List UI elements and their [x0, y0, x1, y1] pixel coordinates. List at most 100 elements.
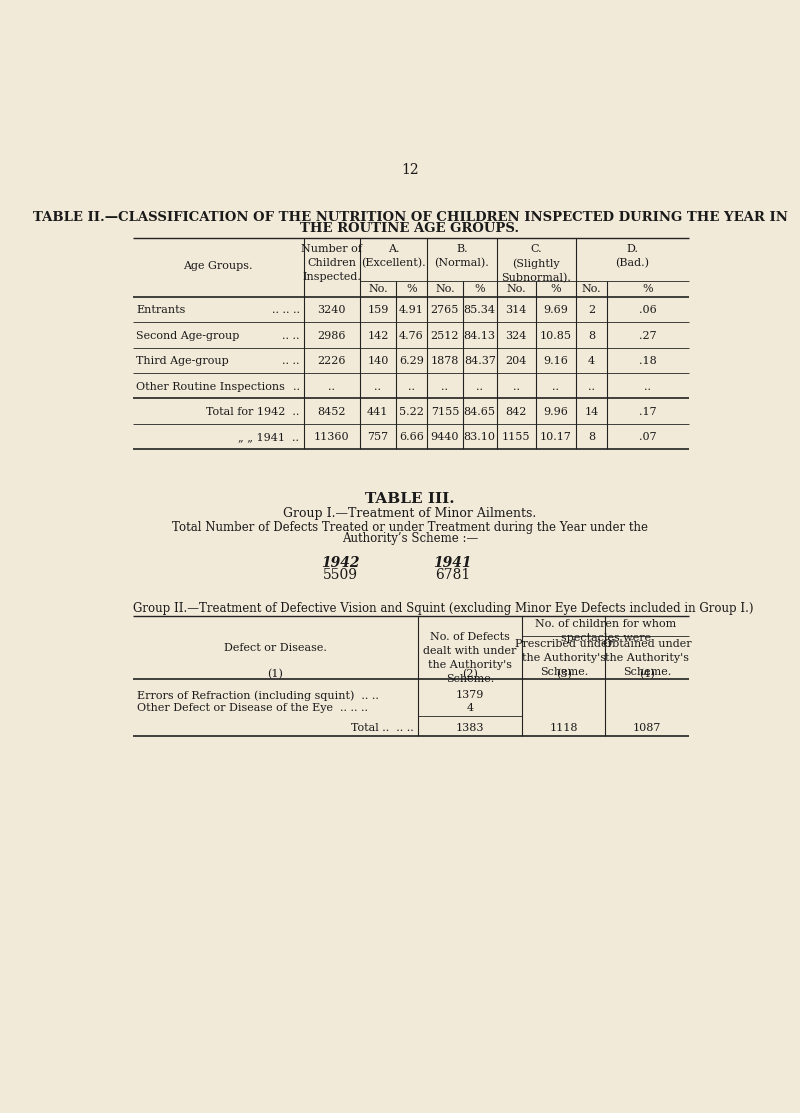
Text: .18: .18: [639, 356, 657, 366]
Text: 1878: 1878: [430, 356, 459, 366]
Text: „ „ 1941  ..: „ „ 1941 ..: [238, 432, 299, 442]
Text: C.
(Slightly
Subnormal).: C. (Slightly Subnormal).: [502, 244, 571, 283]
Text: 6.66: 6.66: [399, 432, 424, 442]
Text: Obtained under
the Authority's
Scheme.: Obtained under the Authority's Scheme.: [603, 639, 691, 677]
Text: 142: 142: [367, 331, 389, 341]
Text: Number of
Children
Inspected.: Number of Children Inspected.: [302, 244, 362, 282]
Text: 9440: 9440: [430, 432, 459, 442]
Text: 5509: 5509: [322, 568, 358, 582]
Text: 9.69: 9.69: [543, 305, 568, 315]
Text: No.: No.: [582, 285, 601, 295]
Text: Second Age-group: Second Age-group: [137, 331, 240, 341]
Text: Age Groups.: Age Groups.: [183, 260, 253, 270]
Text: 14: 14: [584, 407, 598, 417]
Text: 1118: 1118: [550, 722, 578, 732]
Text: No. of children for whom
spectacles were: No. of children for whom spectacles were: [535, 620, 676, 643]
Text: No. of Defects
dealt with under
the Authority's
Scheme.: No. of Defects dealt with under the Auth…: [423, 632, 517, 683]
Text: 2226: 2226: [318, 356, 346, 366]
Text: 8452: 8452: [318, 407, 346, 417]
Text: ..: ..: [374, 382, 382, 392]
Text: 9.96: 9.96: [543, 407, 568, 417]
Text: 3240: 3240: [318, 305, 346, 315]
Text: 6781: 6781: [435, 568, 470, 582]
Text: 1942: 1942: [321, 555, 359, 570]
Text: ..: ..: [552, 382, 559, 392]
Text: ..: ..: [476, 382, 483, 392]
Text: Other Routine Inspections: Other Routine Inspections: [137, 382, 286, 392]
Text: ..: ..: [645, 382, 651, 392]
Text: 5.22: 5.22: [399, 407, 424, 417]
Text: D.
(Bad.): D. (Bad.): [615, 244, 650, 268]
Text: 4: 4: [588, 356, 595, 366]
Text: TABLE II.—CLASSIFICATION OF THE NUTRITION OF CHILDREN INSPECTED DURING THE YEAR : TABLE II.—CLASSIFICATION OF THE NUTRITIO…: [33, 210, 787, 224]
Text: .17: .17: [639, 407, 657, 417]
Text: (3): (3): [556, 669, 572, 679]
Text: 1941: 1941: [434, 555, 472, 570]
Text: .27: .27: [639, 331, 657, 341]
Text: A.
(Excellent).: A. (Excellent).: [361, 244, 426, 268]
Text: TABLE III.: TABLE III.: [365, 492, 455, 505]
Text: 7155: 7155: [430, 407, 459, 417]
Text: No.: No.: [368, 285, 388, 295]
Text: 441: 441: [367, 407, 389, 417]
Text: 4: 4: [466, 702, 474, 712]
Text: Entrants: Entrants: [137, 305, 186, 315]
Text: (4): (4): [639, 669, 655, 679]
Text: Total Number of Defects Treated or under Treatment during the Year under the: Total Number of Defects Treated or under…: [172, 521, 648, 534]
Text: .07: .07: [639, 432, 657, 442]
Text: 2512: 2512: [430, 331, 459, 341]
Text: 842: 842: [506, 407, 527, 417]
Text: Total for 1942  ..: Total for 1942 ..: [206, 407, 299, 417]
Text: 1379: 1379: [456, 690, 484, 700]
Text: 10.17: 10.17: [540, 432, 572, 442]
Text: No.: No.: [435, 285, 454, 295]
Text: Total ..  .. ..: Total .. .. ..: [351, 722, 414, 732]
Text: Group II.—Treatment of Defective Vision and Squint (excluding Minor Eye Defects : Group II.—Treatment of Defective Vision …: [133, 602, 753, 615]
Text: 314: 314: [506, 305, 527, 315]
Text: .. .. ..: .. .. ..: [272, 305, 300, 315]
Text: ..: ..: [588, 382, 595, 392]
Text: THE ROUTINE AGE GROUPS.: THE ROUTINE AGE GROUPS.: [301, 223, 519, 235]
Text: Third Age-group: Third Age-group: [137, 356, 229, 366]
Text: ..: ..: [408, 382, 415, 392]
Text: ..: ..: [442, 382, 448, 392]
Text: .. ..: .. ..: [282, 356, 300, 366]
Text: 84.13: 84.13: [464, 331, 496, 341]
Text: 11360: 11360: [314, 432, 350, 442]
Text: 2986: 2986: [318, 331, 346, 341]
Text: 84.65: 84.65: [464, 407, 496, 417]
Text: 4.91: 4.91: [399, 305, 424, 315]
Text: Errors of Refraction (including squint)  .. ..: Errors of Refraction (including squint) …: [138, 690, 379, 701]
Text: 10.85: 10.85: [540, 331, 572, 341]
Text: (1): (1): [267, 669, 283, 679]
Text: Other Defect or Disease of the Eye  .. .. ..: Other Defect or Disease of the Eye .. ..…: [138, 702, 368, 712]
Text: 85.34: 85.34: [464, 305, 496, 315]
Text: 159: 159: [367, 305, 389, 315]
Text: 2: 2: [588, 305, 595, 315]
Text: 1383: 1383: [456, 722, 484, 732]
Text: 1155: 1155: [502, 432, 530, 442]
Text: %: %: [406, 285, 417, 295]
Text: 757: 757: [367, 432, 389, 442]
Text: 1087: 1087: [633, 722, 662, 732]
Text: ..: ..: [328, 382, 335, 392]
Text: No.: No.: [506, 285, 526, 295]
Text: 8: 8: [588, 432, 595, 442]
Text: 4.76: 4.76: [399, 331, 424, 341]
Text: 2765: 2765: [430, 305, 459, 315]
Text: 83.10: 83.10: [464, 432, 496, 442]
Text: Group I.—Treatment of Minor Ailments.: Group I.—Treatment of Minor Ailments.: [283, 508, 537, 520]
Text: 9.16: 9.16: [543, 356, 568, 366]
Text: ..: ..: [513, 382, 520, 392]
Text: 12: 12: [401, 162, 419, 177]
Text: %: %: [550, 285, 561, 295]
Text: 6.29: 6.29: [399, 356, 424, 366]
Text: .06: .06: [639, 305, 657, 315]
Text: Authority’s Scheme :—: Authority’s Scheme :—: [342, 532, 478, 545]
Text: Prescribed under
the Authority's
Scheme.: Prescribed under the Authority's Scheme.: [515, 639, 613, 677]
Text: 204: 204: [506, 356, 527, 366]
Text: 324: 324: [506, 331, 527, 341]
Text: B.
(Normal).: B. (Normal).: [434, 244, 490, 268]
Text: ..: ..: [293, 382, 300, 392]
Text: .. ..: .. ..: [282, 331, 300, 341]
